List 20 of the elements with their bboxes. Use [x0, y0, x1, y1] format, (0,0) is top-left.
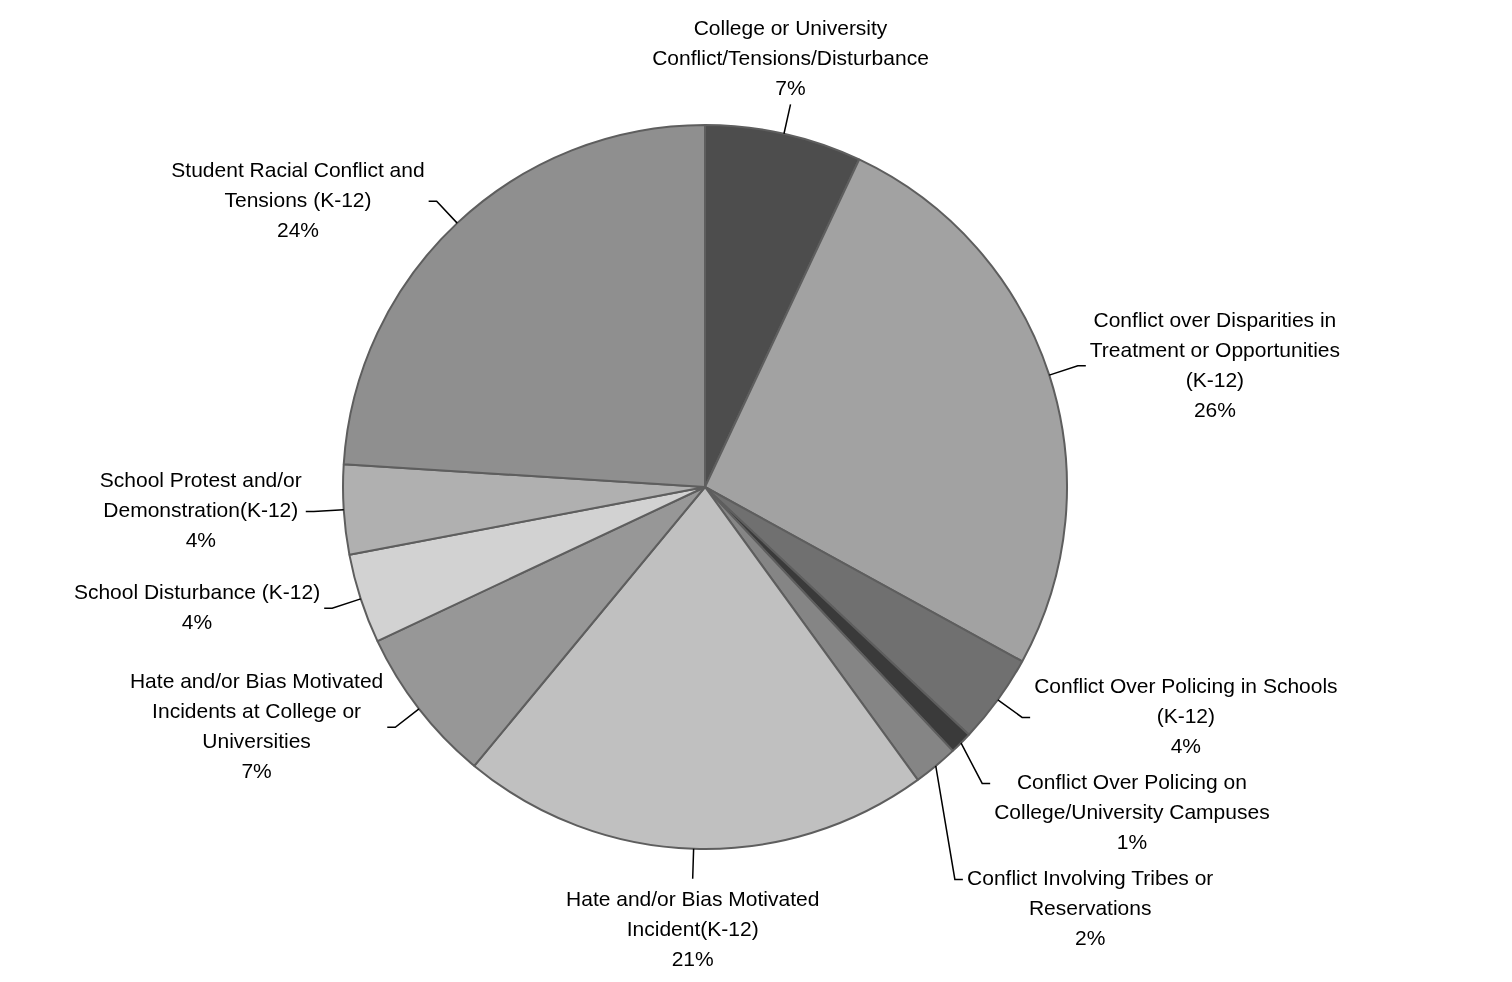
data-label: 7%	[241, 759, 272, 783]
slice-label: School Disturbance (K-12)	[73, 579, 321, 603]
slice-label: Hate and/or Bias Motivated Incident(K-12)	[566, 886, 820, 940]
slice-label: Conflict Involving Tribes or Reservations	[967, 866, 1214, 920]
data-label: 4%	[185, 528, 216, 552]
slice-label: College or University Conflict/Tensions/Disturbance	[652, 16, 929, 70]
data-label: 21%	[671, 946, 714, 970]
data-label: 4%	[181, 609, 213, 633]
data-label: 2%	[1075, 926, 1106, 950]
slice-label: Conflict over Disparities in Treatment or Opportunities (K-12)	[1089, 307, 1340, 391]
data-label: 7%	[775, 76, 806, 100]
slice-label: Hate and/or Bias Motivated Incidents at College or Universities	[129, 669, 384, 753]
data-label: 26%	[1193, 397, 1236, 421]
data-label: 1%	[1116, 830, 1148, 854]
slice-label: School Protest and/or Demonstration(K-12)	[99, 468, 302, 522]
slice-label: Conflict Over Policing on College/University Campuses	[994, 770, 1270, 824]
slice-label: Student Racial Conflict and Tensions (K-12)	[171, 158, 425, 212]
data-label: 4%	[1170, 734, 1202, 758]
slice-label: Conflict Over Policing in Schools (K-12)	[1034, 674, 1338, 728]
data-label: 24%	[276, 218, 320, 242]
